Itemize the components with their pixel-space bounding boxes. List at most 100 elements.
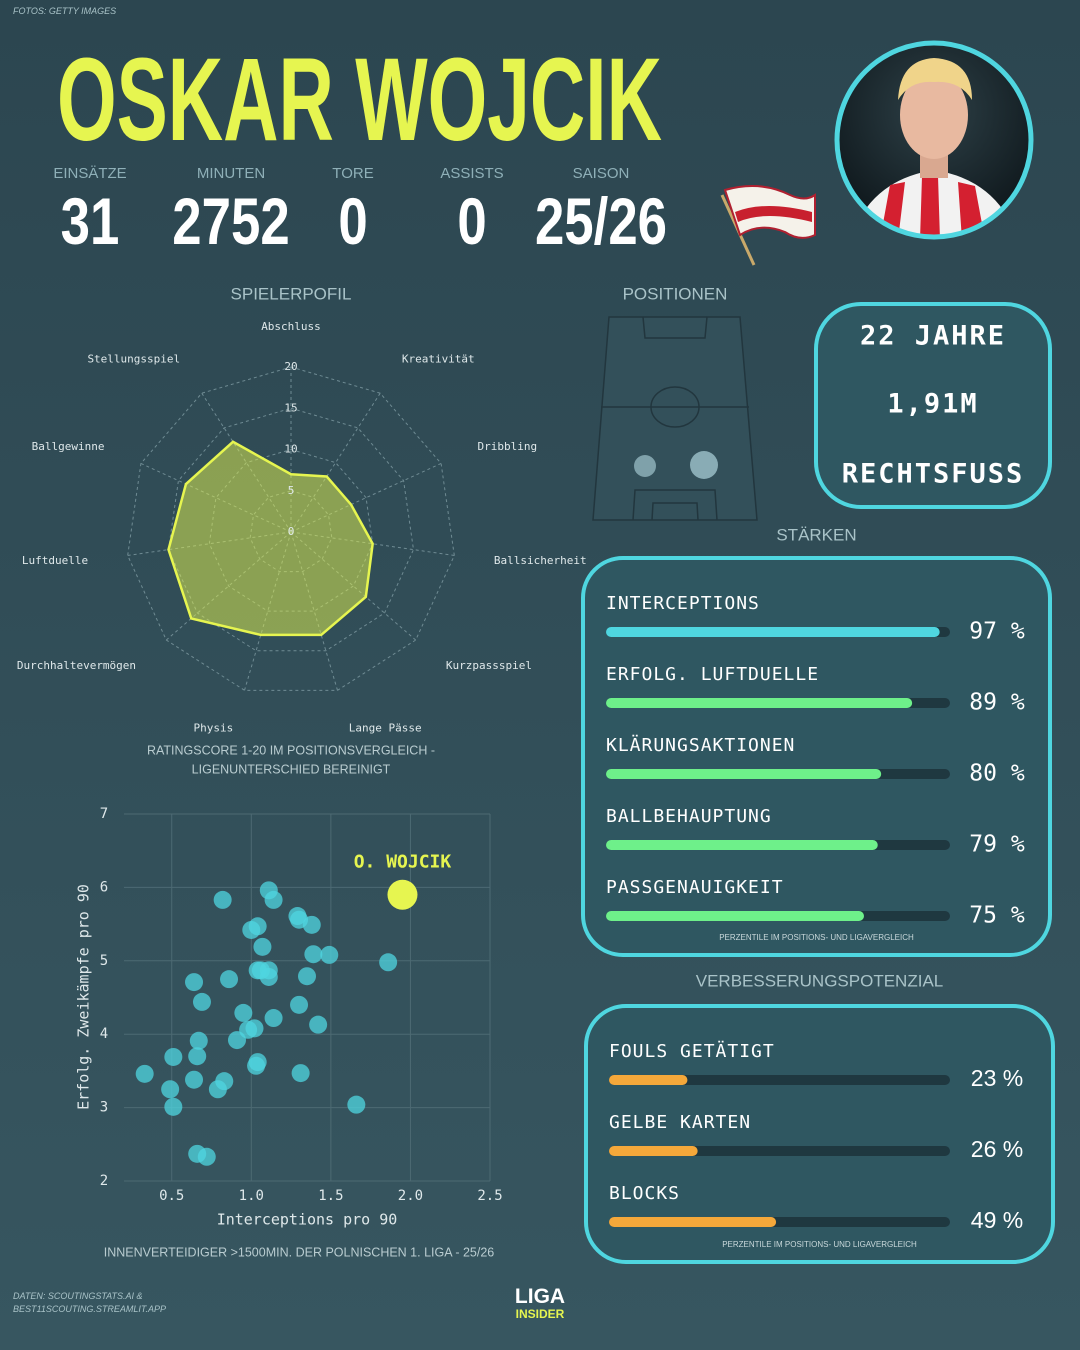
y-tick-label: 2 <box>100 1173 108 1189</box>
point <box>259 967 278 986</box>
point <box>309 1015 328 1034</box>
point <box>188 1047 207 1066</box>
bar <box>606 769 882 779</box>
axis-label: Abschluss <box>261 320 321 333</box>
x-axis-label: Interceptions pro 90 <box>217 1211 398 1229</box>
point <box>161 1080 180 1099</box>
point <box>347 1095 366 1114</box>
axis-label: Dribbling <box>477 440 537 453</box>
stat-label: EINSÄTZE <box>53 165 126 182</box>
axis-label: Lange Pässe <box>349 722 422 735</box>
bar <box>609 1217 777 1227</box>
tick-label: 15 <box>284 401 297 414</box>
stat-value: 25/26 <box>535 184 667 258</box>
profile-box: 22 JAHRE 1,91M RECHTSFUSS <box>814 302 1052 509</box>
point <box>213 890 232 909</box>
y-tick-label: 5 <box>100 953 108 969</box>
x-tick-label: 2.0 <box>398 1188 423 1204</box>
point <box>290 995 309 1014</box>
grid-ring <box>167 407 415 652</box>
chart-note: PERZENTILE IM POSITIONS- UND LIGAVERGLEI… <box>722 1240 917 1249</box>
point <box>264 890 283 909</box>
point <box>164 1047 183 1066</box>
photo-credit: FOTOS: GETTY IMAGES <box>13 6 116 16</box>
point <box>298 967 316 986</box>
point <box>264 1009 283 1028</box>
point-label: O. WOJCIK <box>354 852 452 873</box>
stat-label: ASSISTS <box>440 165 503 182</box>
value-label: 23 % <box>971 1065 1023 1091</box>
axis-label: Ballsicherheit <box>494 554 587 567</box>
foot: RECHTSFUSS <box>842 459 1025 490</box>
value-label: 49 % <box>971 1207 1023 1233</box>
bar <box>606 627 940 637</box>
stat-value: 0 <box>457 184 486 258</box>
radar-area <box>167 440 374 637</box>
point <box>185 973 204 992</box>
value-label: 97 % <box>969 619 1025 645</box>
point <box>291 1064 310 1083</box>
bar-label: INTERCEPTIONS <box>606 593 760 614</box>
section-title: VERBESSERUNGSPOTENZIAL <box>696 971 944 990</box>
stat-value: 0 <box>338 184 367 258</box>
source: DATEN: SCOUTINGSTATS.AI & <box>13 1291 143 1301</box>
point <box>189 1031 208 1050</box>
axis-label: Kurzpassspiel <box>446 659 532 672</box>
point <box>227 1031 246 1050</box>
axis-label: Ballgewinne <box>32 440 105 453</box>
y-tick-label: 6 <box>100 879 108 895</box>
y-tick-label: 4 <box>100 1026 108 1042</box>
player-name: OSKAR WOJCIK <box>57 34 662 166</box>
section-title: STÄRKEN <box>776 525 856 544</box>
bar <box>606 911 864 921</box>
value-label: 26 % <box>971 1136 1023 1162</box>
point <box>253 937 272 956</box>
bar <box>606 840 878 850</box>
axis-label: Durchhaltevermögen <box>17 659 136 672</box>
bar-label: BLOCKS <box>609 1183 680 1204</box>
pitch <box>592 316 758 521</box>
stat-label: TORE <box>332 165 373 182</box>
chart-note: PERZENTILE IM POSITIONS- UND LIGAVERGLEI… <box>719 933 914 942</box>
x-tick-label: 1.0 <box>239 1188 264 1204</box>
point <box>302 915 321 934</box>
value-label: 89 % <box>969 690 1025 716</box>
panel <box>584 1004 1055 1264</box>
point <box>379 953 398 972</box>
height: 1,91M <box>887 389 978 420</box>
bar-label: KLÄRUNGSAKTIONEN <box>606 735 795 756</box>
stat-value: 2752 <box>172 184 289 258</box>
chart-caption: INNENVERTEIDIGER >1500MIN. DER POLNISCHE… <box>104 1245 495 1259</box>
point <box>247 1056 266 1075</box>
point <box>220 970 239 989</box>
source: BEST11SCOUTING.STREAMLIT.APP <box>13 1304 166 1314</box>
bar-label: ERFOLG. LUFTDUELLE <box>606 664 819 685</box>
bar-label: GELBE KARTEN <box>609 1112 751 1133</box>
player-photo <box>834 40 1034 240</box>
stat-label: SAISON <box>573 165 630 182</box>
x-tick-label: 1.5 <box>318 1188 343 1204</box>
logo: INSIDER <box>516 1307 565 1321</box>
y-tick-label: 7 <box>100 806 108 822</box>
bar-track <box>609 1075 950 1085</box>
value-label: 79 % <box>969 832 1025 858</box>
axis-label: Luftduelle <box>22 554 88 567</box>
value-label: 75 % <box>969 903 1025 929</box>
point <box>197 1147 216 1166</box>
value-label: 80 % <box>969 761 1025 787</box>
bar <box>609 1146 698 1156</box>
logo: LIGA <box>515 1285 565 1308</box>
point <box>192 992 211 1011</box>
point <box>242 920 261 939</box>
panel <box>581 556 1052 957</box>
y-tick-label: 3 <box>100 1100 108 1116</box>
point <box>208 1080 227 1099</box>
tick-label: 0 <box>288 525 295 538</box>
section-title: SPIELERPOFIL <box>231 284 352 303</box>
age: 22 JAHRE <box>860 321 1006 352</box>
section-title: POSITIONEN <box>623 284 728 303</box>
x-tick-label: 0.5 <box>159 1188 184 1204</box>
point <box>185 1070 204 1089</box>
bar-label: PASSGENAUIGKEIT <box>606 877 784 898</box>
